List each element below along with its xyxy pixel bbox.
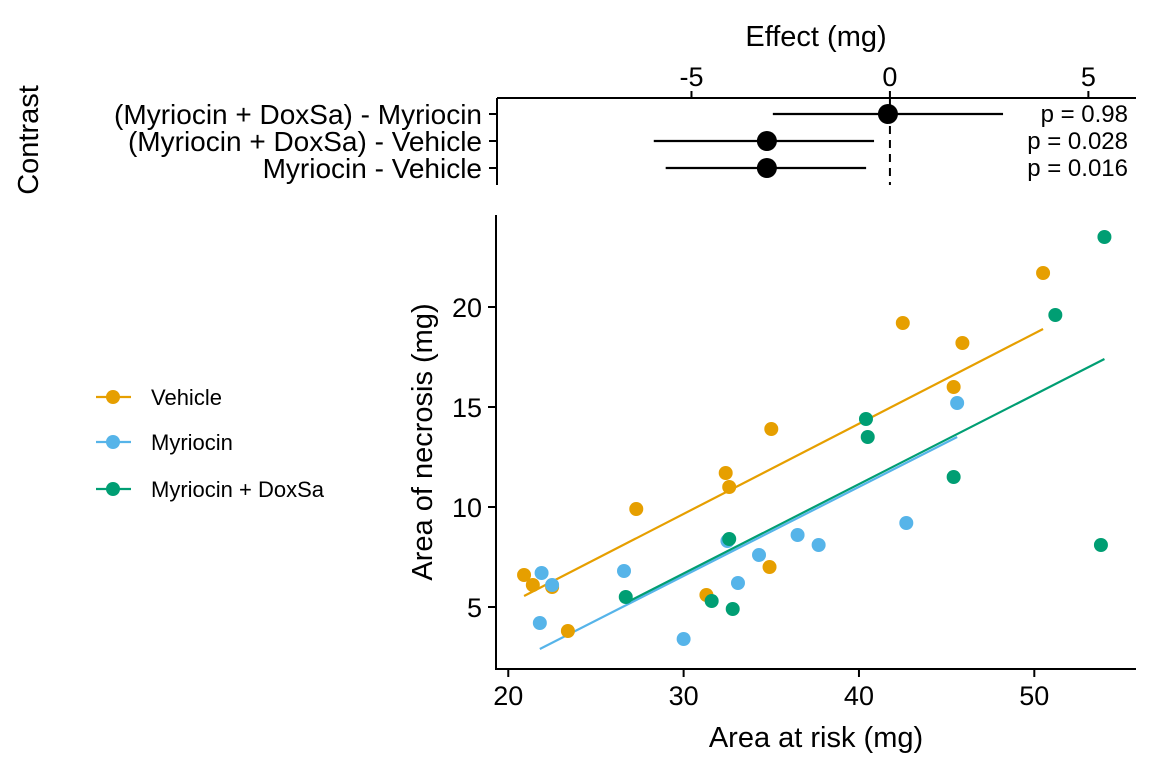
data-point-vehicle [955, 336, 969, 350]
data-point-myriocin-doxsa [619, 590, 633, 604]
forest-x-tick-label: -5 [679, 62, 703, 92]
p-value-label: p = 0.98 [1041, 101, 1128, 128]
scatter-x-axis-title: Area at risk (mg) [709, 722, 923, 754]
data-point-myriocin-doxsa [1094, 538, 1108, 552]
fit-line-myriocin [540, 437, 957, 649]
fit-line-myriocin-doxsa [626, 359, 1105, 603]
p-value-label: p = 0.016 [1027, 155, 1128, 182]
scatter-y-tick-label: 20 [452, 293, 482, 323]
data-point-myriocin [617, 564, 631, 578]
legend-label: Vehicle [151, 385, 222, 410]
fit-line-vehicle [524, 329, 1043, 596]
legend-item-vehicle: Vehicle [96, 385, 222, 410]
data-point-myriocin [731, 576, 745, 590]
legend-label: Myriocin + DoxSa [151, 477, 325, 502]
data-point-vehicle [764, 422, 778, 436]
data-point-vehicle [763, 560, 777, 574]
legend-key-point [106, 435, 120, 449]
data-point-myriocin [533, 616, 547, 630]
scatter-x-tick-label: 50 [1019, 681, 1049, 711]
legend: Vehicle Myriocin Myriocin + DoxSa [96, 385, 325, 502]
data-point-myriocin [535, 566, 549, 580]
data-point-myriocin [812, 538, 826, 552]
data-point-vehicle [719, 466, 733, 480]
effect-forest-plot: Effect (mg) Contrast -5 0 5 (Myriocin + Do… [13, 21, 1136, 195]
data-point-vehicle [561, 624, 575, 638]
scatter-x-tick-label: 40 [844, 681, 874, 711]
forest-y-axis-title: Contrast [13, 85, 45, 195]
scatter-y-tick-label: 10 [452, 493, 482, 523]
data-point-vehicle [722, 480, 736, 494]
legend-item-myriocin: Myriocin [96, 430, 233, 455]
data-point-vehicle [1036, 266, 1050, 280]
legend-key-point [106, 482, 120, 496]
data-point-vehicle [629, 502, 643, 516]
data-point-vehicle [896, 316, 910, 330]
data-point-myriocin-doxsa [726, 602, 740, 616]
data-point-myriocin [899, 516, 913, 530]
data-point-myriocin [791, 528, 805, 542]
scatter-y-axis-title: Area of necrosis (mg) [407, 303, 439, 580]
scatter-y-tick-label: 15 [452, 393, 482, 423]
forest-x-axis-title: Effect (mg) [745, 21, 886, 53]
scatter-x-tick-label: 30 [669, 681, 699, 711]
data-point-myriocin-doxsa [722, 532, 736, 546]
data-point-vehicle [947, 380, 961, 394]
legend-label: Myriocin [151, 430, 233, 455]
forest-x-tick-label: 0 [882, 62, 897, 92]
scatter-x-tick-label: 20 [493, 681, 523, 711]
effect-estimate-point [878, 104, 898, 124]
data-point-myriocin [545, 578, 559, 592]
effect-estimate-point [757, 131, 777, 151]
data-point-myriocin-doxsa [705, 594, 719, 608]
legend-item-myriocin-doxsa: Myriocin + DoxSa [96, 477, 325, 502]
data-point-myriocin [752, 548, 766, 562]
data-point-vehicle [526, 578, 540, 592]
legend-key-point [106, 390, 120, 404]
data-point-myriocin-doxsa [1097, 230, 1111, 244]
data-point-myriocin [950, 396, 964, 410]
necrosis-scatter-plot: 20 30 40 50 5 10 15 20 Area at risk (mg) Area … [407, 215, 1136, 754]
data-point-myriocin-doxsa [1048, 308, 1062, 322]
data-point-myriocin [677, 632, 691, 646]
scatter-y-tick-label: 5 [467, 593, 482, 623]
data-point-myriocin-doxsa [947, 470, 961, 484]
forest-x-tick-label: 5 [1081, 62, 1096, 92]
data-point-myriocin-doxsa [859, 412, 873, 426]
data-point-myriocin-doxsa [861, 430, 875, 444]
p-value-label: p = 0.028 [1027, 128, 1128, 155]
effect-estimate-point [757, 158, 777, 178]
contrast-label: Myriocin - Vehicle [263, 153, 482, 184]
